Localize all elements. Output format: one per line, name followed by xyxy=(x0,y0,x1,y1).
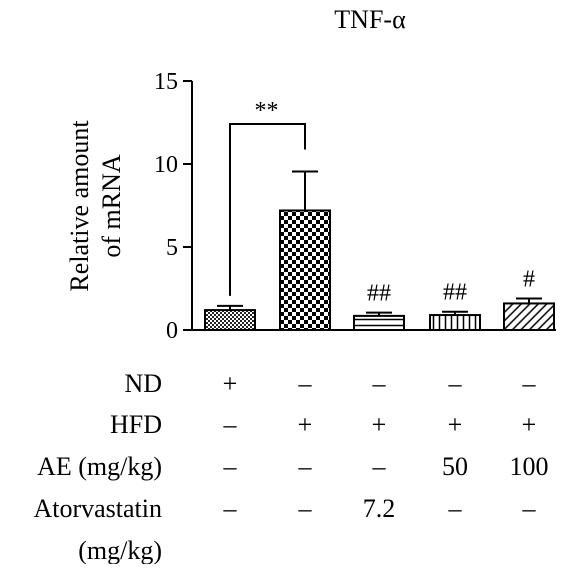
condition-cell: + xyxy=(223,369,238,398)
condition-cell: – xyxy=(223,494,238,523)
y-tick-label: 10 xyxy=(154,152,178,178)
condition-cell: – xyxy=(522,494,537,523)
condition-cell: – xyxy=(372,452,387,481)
condition-cell: – xyxy=(298,369,313,398)
bar-4 xyxy=(429,314,481,331)
y-axis-label: Relative amount of mRNA xyxy=(65,120,126,292)
row-label-5: (mg/kg) xyxy=(78,536,162,564)
condition-cell: + xyxy=(372,410,387,439)
condition-cell: + xyxy=(298,410,313,439)
significance-bracket xyxy=(229,123,306,296)
bar-1 xyxy=(204,309,256,331)
row-label-4: Atorvastatin xyxy=(33,494,162,523)
condition-cell: – xyxy=(522,369,537,398)
condition-cell: 50 xyxy=(442,452,468,481)
row-label-1: ND xyxy=(124,369,162,398)
condition-cell: – xyxy=(448,494,463,523)
y-tick-label: 0 xyxy=(166,318,178,344)
significance-marker-4: ## xyxy=(443,280,467,306)
condition-cell: 100 xyxy=(510,452,549,481)
bar-5 xyxy=(503,302,555,332)
row-label-2: HFD xyxy=(110,410,162,439)
condition-table: ND HFD AE (mg/kg) Atorvastatin (mg/kg) + – – – – –… xyxy=(33,369,549,565)
condition-cell: + xyxy=(448,410,463,439)
condition-cell: – xyxy=(223,410,238,439)
condition-cell: – xyxy=(298,452,313,481)
y-axis-label-line-2: of mRNA xyxy=(97,154,126,258)
y-axis-label-line-1: Relative amount xyxy=(65,120,94,292)
bar-3 xyxy=(353,314,405,332)
condition-cell: – xyxy=(223,452,238,481)
condition-cell: – xyxy=(372,369,387,398)
condition-cell: 7.2 xyxy=(363,494,396,523)
condition-cell: + xyxy=(522,410,537,439)
condition-cell: – xyxy=(448,369,463,398)
chart-title: TNF-α xyxy=(334,5,406,34)
y-tick-label: 15 xyxy=(154,69,178,95)
row-label-3: AE (mg/kg) xyxy=(37,452,162,481)
bar-2 xyxy=(279,209,331,331)
condition-cell: – xyxy=(298,494,313,523)
significance-bracket-label: ** xyxy=(255,98,279,124)
y-tick-label: 5 xyxy=(166,235,178,261)
significance-marker-3: ## xyxy=(367,281,391,307)
significance-marker-5: # xyxy=(523,266,535,292)
